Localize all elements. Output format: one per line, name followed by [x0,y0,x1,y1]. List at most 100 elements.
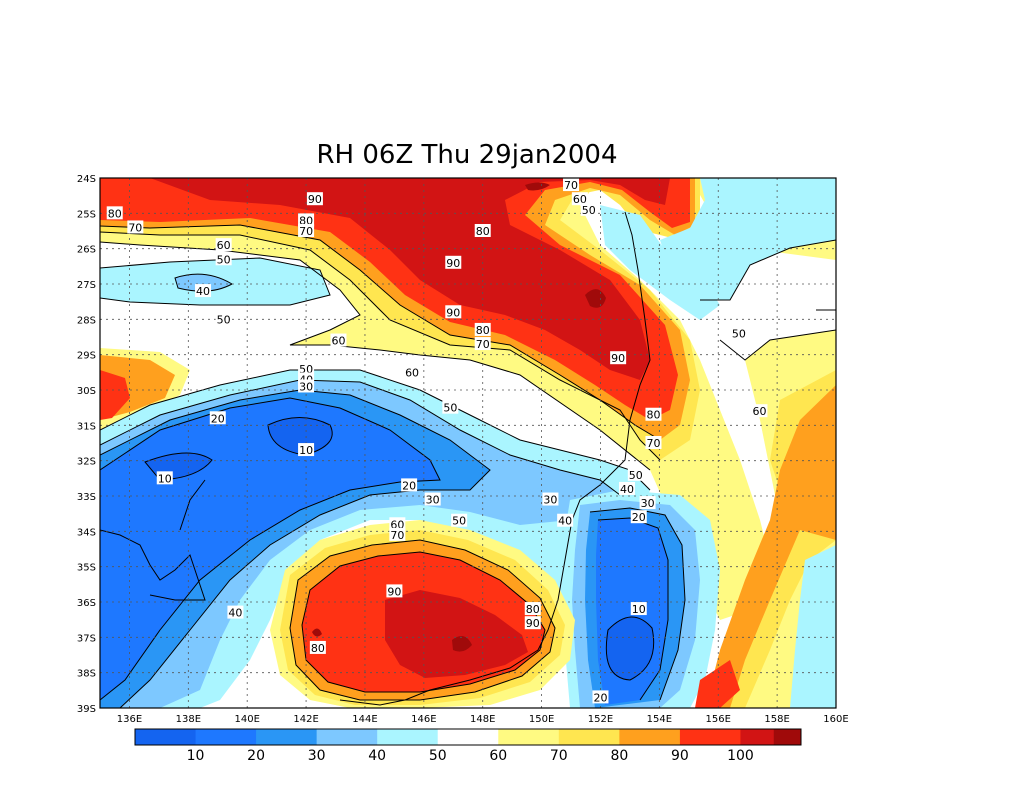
x-tick-label: 148E [470,714,495,725]
contour-label: 20 [209,411,226,425]
colorbar-swatch [377,729,439,745]
contour-label-bg [404,365,421,379]
contour-label-bg [645,436,662,449]
colorbar-label: 90 [671,748,689,764]
contour-label: 60 [404,365,421,379]
contour-label-text: 70 [476,338,490,351]
colorbar-label: 100 [727,748,754,764]
contour-label-bg [630,602,647,616]
contour-label-bg [401,478,418,492]
contour-label: 30 [424,492,441,507]
contour-label-text: 50 [443,402,457,415]
east-90 [695,660,740,708]
contour-label-bg [298,443,315,457]
contour-lines [100,224,836,708]
contour-label: 80 [474,224,491,238]
east-50-60 [790,545,836,708]
y-tick-label: 32S [77,457,96,468]
contour-label-bg [106,206,123,220]
contour-label-text: 30 [543,494,557,507]
contour-label: 50 [580,202,597,217]
colorbar-swatch [498,729,560,745]
contour-label: 50 [215,312,232,326]
contour-label-bg [215,238,232,252]
colorbar-swatch [437,729,499,745]
contour-label: 50 [442,400,459,415]
colorbar-frame [134,728,802,746]
contour-label-bg [330,333,347,347]
contour-label-text: 80 [311,642,325,655]
y-tick-label: 39S [77,704,96,715]
x-tick-label: 138E [176,714,201,725]
ne-cyan2 [600,205,720,320]
contour-label-text: 90 [611,352,625,365]
contour-label-text: 90 [308,193,322,206]
contour-label-bg [451,513,468,527]
contour-label-text: 50 [732,327,746,340]
contour-label-text: 20 [402,479,416,492]
contour-label-text: 70 [564,179,578,192]
y-tick-label: 36S [77,598,96,609]
contour-label-bg [306,192,323,206]
contour-label-text: 50 [629,469,643,482]
y-tick-label: 30S [77,386,96,397]
contour-label-bg [209,411,226,425]
sm-100 [385,590,528,678]
east-white [720,290,836,360]
contour-label-bg [298,224,315,237]
y-tick-label: 35S [77,563,96,574]
contour-label: 80 [524,602,541,616]
contour-label-text: 80 [476,225,490,238]
contour-label-text: 50 [217,253,231,266]
contour-label: 30 [639,496,656,510]
y-tick-label: 28S [77,315,96,326]
contour-label: 60 [571,192,588,206]
colorbar-label: 80 [610,748,628,764]
contour-label: 30 [298,379,315,393]
contour-label-text: 20 [593,691,607,704]
contour-label-text: 70 [128,221,142,234]
contour-label-text: 80 [646,409,660,422]
contour-label-text: 20 [632,511,646,524]
contour-label-bg [751,404,768,418]
east-80-90 [705,385,836,708]
contour-label: 10 [156,471,173,485]
contour-label-bg [445,255,462,269]
x-tick-label: 150E [529,714,554,725]
sm-100b [452,636,472,652]
contour-label-text: 30 [299,380,313,393]
contour-label: 80 [645,407,662,422]
contour-label-text: 60 [405,366,419,379]
contour-label-bg [645,407,662,421]
contour-label-bg [730,326,747,340]
x-tick-label: 160E [823,714,848,725]
contour-label: 80 [106,206,123,220]
colorbar-swatch [773,729,801,745]
contour-label-bg [298,361,315,375]
colorbar-swatch [558,729,620,745]
contour-label: 70 [298,224,315,238]
colorbar-label: 10 [187,748,205,764]
contour-label: 60 [215,238,232,252]
contour-label-bg [474,337,491,351]
y-tick-label: 37S [77,633,96,644]
contour-label-bg [389,517,406,531]
contour-label: 40 [195,284,212,298]
contour-label-text: 50 [582,204,596,217]
contour-label-bg [618,481,635,495]
contour-label-bg [215,252,232,266]
contour-label-text: 10 [158,472,172,485]
contour-label-text: 60 [331,335,345,348]
contour-label: 80 [474,322,491,337]
contour-label: 50 [451,513,468,528]
contour-label-text: 90 [446,306,460,319]
contour-label-text: 10 [632,603,646,616]
contour-label: 40 [618,481,635,496]
contour-label-bg [389,527,406,541]
colorbar-swatch [195,729,257,745]
contour-label-bg [630,510,647,524]
contour-label: 60 [751,404,768,418]
contour-label-bg [227,605,244,619]
y-tick-label: 26S [77,245,96,256]
contour-label: 20 [630,510,647,524]
